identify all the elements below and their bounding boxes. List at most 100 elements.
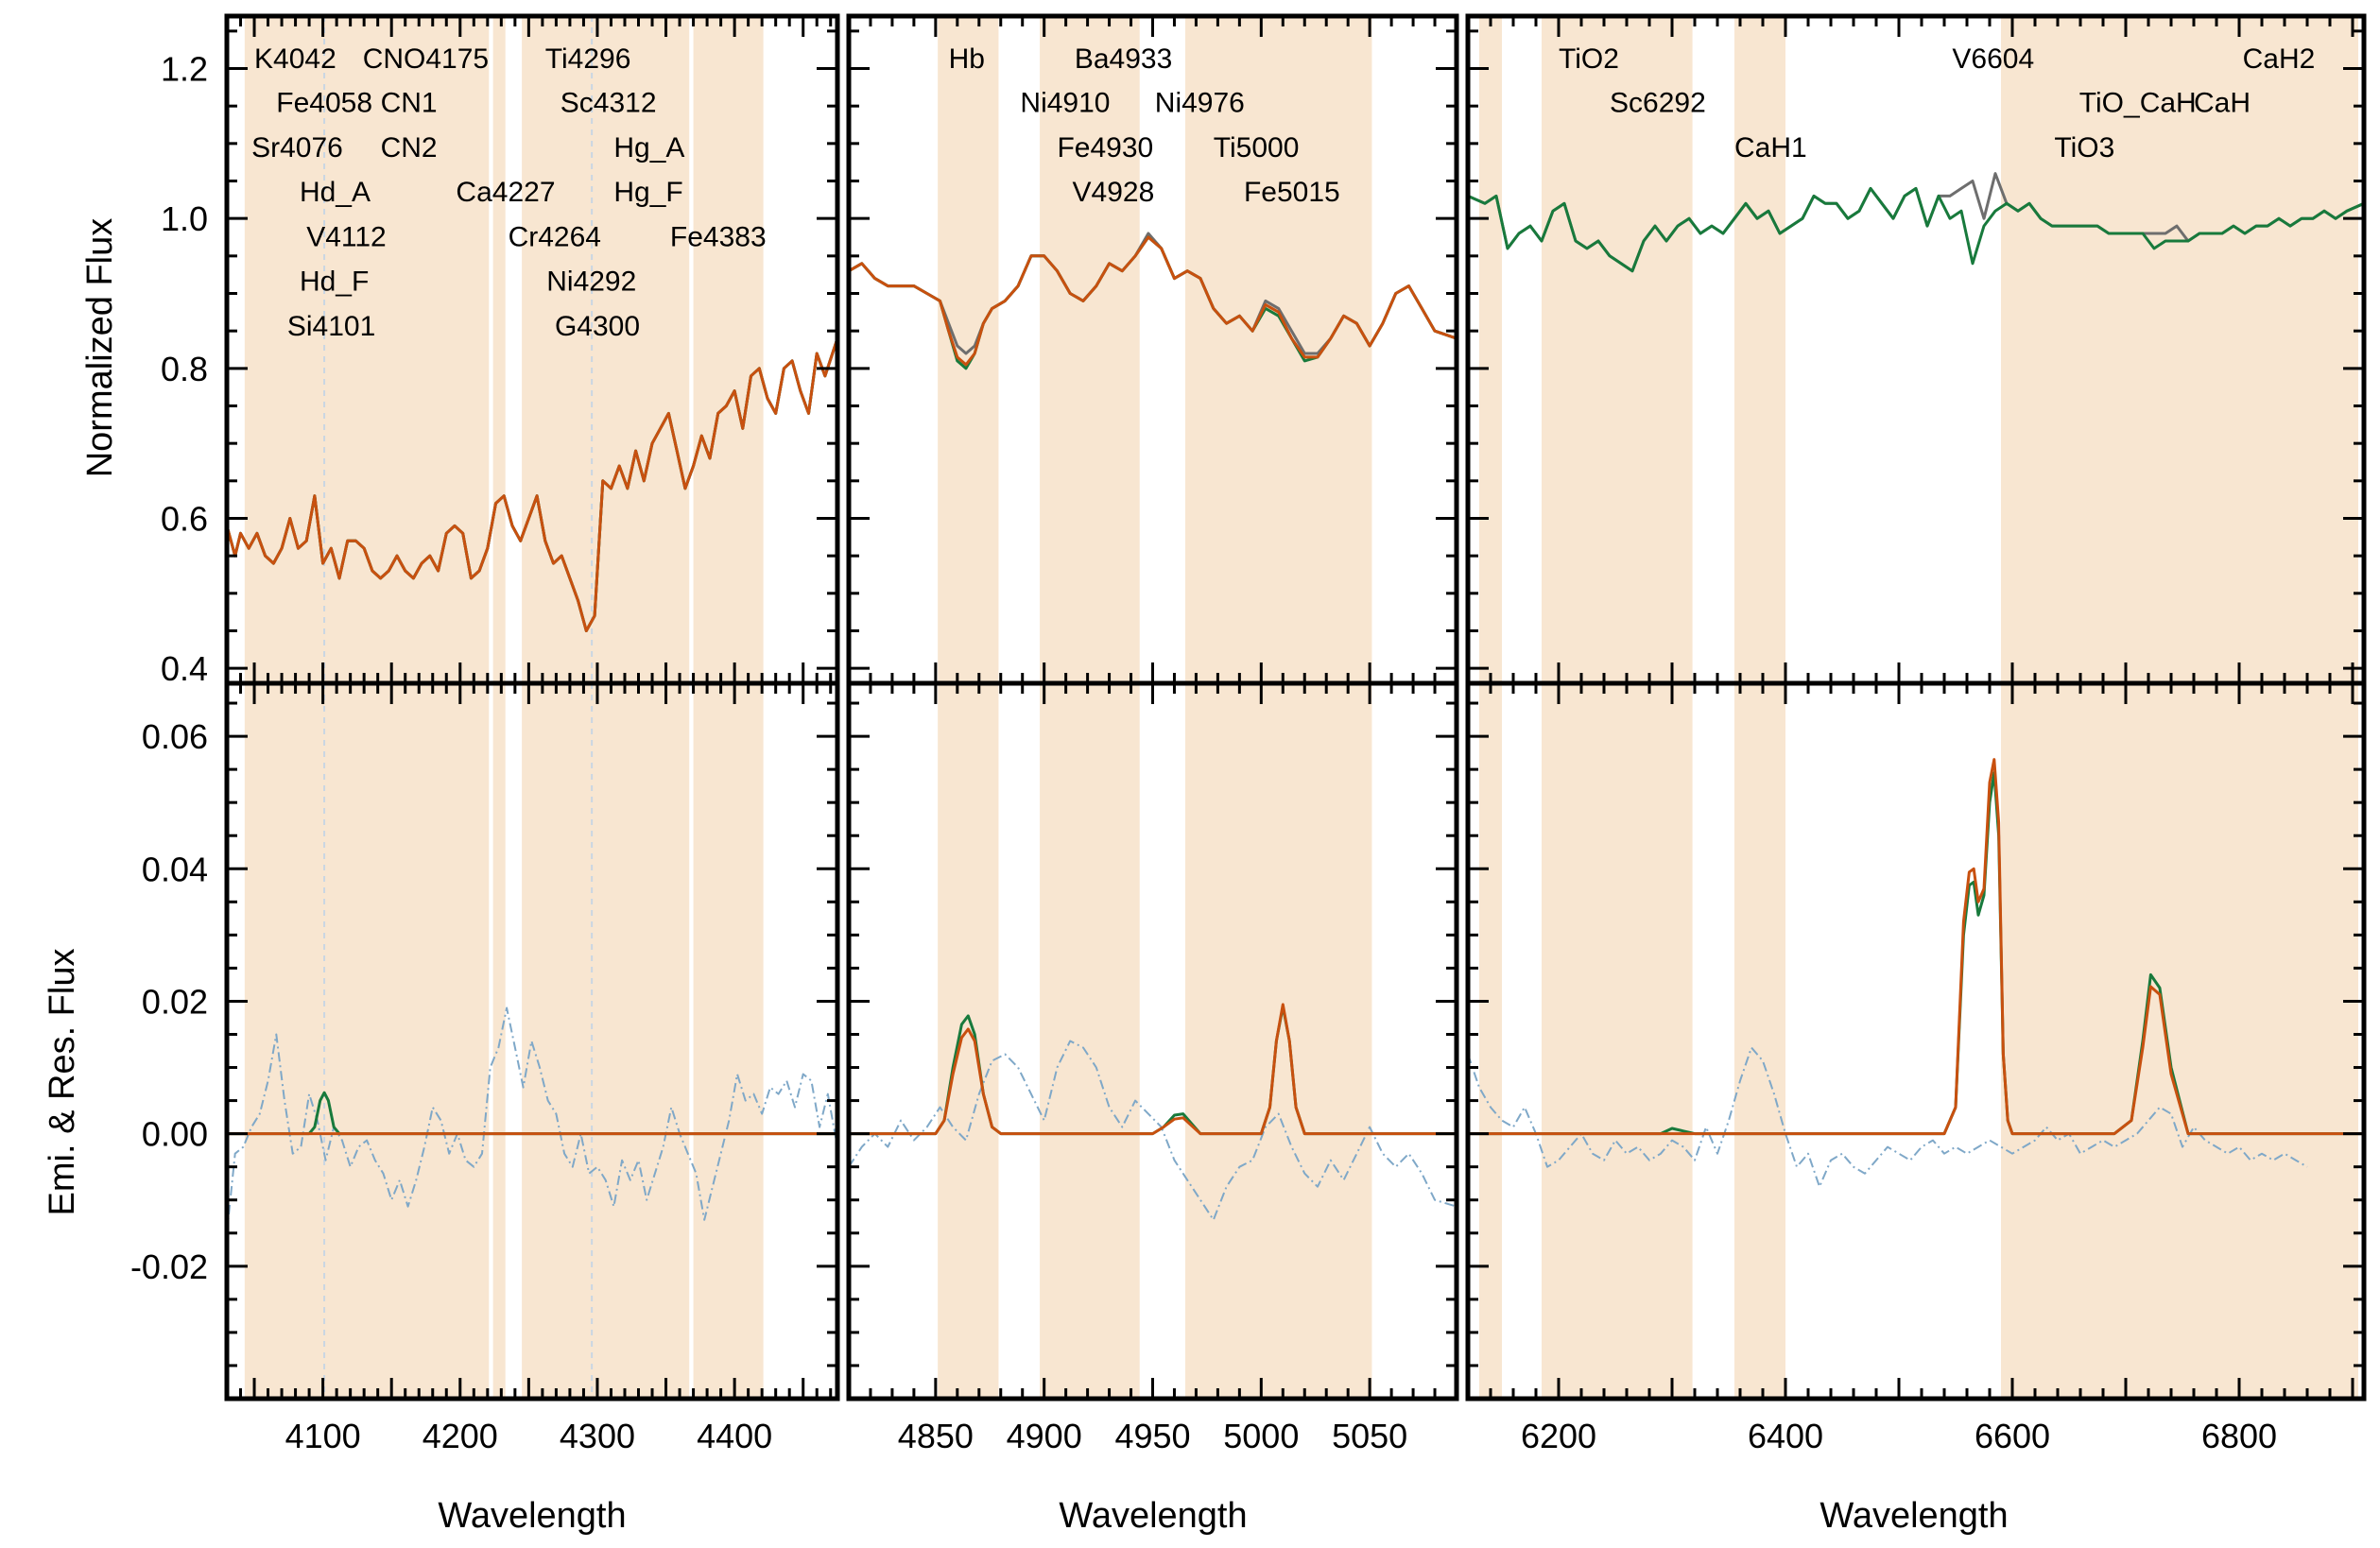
x-tick-label: 4950 [1114, 1417, 1190, 1455]
x-tick-label: 4100 [285, 1417, 361, 1455]
axes-frame [1465, 680, 2367, 1402]
x-tick-label: 5000 [1223, 1417, 1299, 1455]
axes-frame [224, 680, 840, 1402]
index-label: Hd_F [300, 266, 369, 297]
x-tick-label: 4850 [898, 1417, 974, 1455]
index-label: Ni4292 [546, 266, 636, 297]
index-band [244, 16, 490, 683]
index-label: CNO4175 [363, 43, 489, 75]
x-axis-label-left: Wavelength [438, 1496, 626, 1536]
index-band [2001, 16, 2358, 683]
panel-left-top: K4042 CNO4175 Ti4296 Fe4058 CN1 Sc4312 Sr4076 C… [161, 13, 840, 688]
series-fit-green [1468, 186, 2364, 273]
x-tick-label: 4900 [1007, 1417, 1082, 1455]
index-band [693, 683, 764, 1399]
index-band [1734, 16, 1785, 683]
index-band [1040, 16, 1140, 683]
x-tick-label: 4200 [423, 1417, 498, 1455]
y-axis-label-emission-residual-flux: Emi. & Res. Flux [43, 949, 82, 1216]
index-band [938, 683, 999, 1399]
index-label: Fe4930 [1057, 132, 1153, 163]
index-label: Ni4976 [1155, 88, 1245, 119]
index-label: Sr4076 [251, 132, 343, 163]
y-tick-label: 1.0 [161, 199, 208, 238]
index-label: Fe4383 [670, 222, 767, 253]
index-label: Fe4058 [276, 88, 372, 119]
series-fit-orange [849, 1003, 1457, 1136]
index-label: Ca4227 [456, 177, 555, 208]
index-label: G4300 [555, 311, 640, 342]
index-label: CaH1 [1734, 132, 1807, 163]
index-label: V4928 [1073, 177, 1155, 208]
y-tick-label: 0.04 [142, 850, 208, 888]
index-label: CaH [2194, 88, 2251, 119]
index-band [492, 16, 506, 683]
index-label: Sc6292 [1610, 88, 1706, 119]
index-label: CaH2 [2243, 43, 2316, 75]
index-label: Fe5015 [1244, 177, 1340, 208]
index-band [1479, 16, 1502, 683]
y-tick-label: 0.06 [142, 717, 208, 756]
index-band [1542, 16, 1693, 683]
index-label: Hd_A [300, 177, 371, 208]
index-band [1542, 683, 1693, 1399]
x-tick-label: 5050 [1332, 1417, 1407, 1455]
x-axis-label-middle: Wavelength [1059, 1496, 1247, 1536]
y-tick-label: 0.8 [161, 350, 208, 388]
series-fit-orange [1468, 758, 2364, 1136]
panel-left-bottom: 4100 4200 4300 4400 -0.02 0.00 0.02 0.04 0.06 [130, 680, 840, 1455]
index-label: Hg_A [613, 132, 684, 163]
x-tick-label: 4400 [697, 1417, 772, 1455]
y-tick-label: 1.2 [161, 50, 208, 89]
panel-middle-bottom: 4850 4900 4950 5000 5050 [846, 680, 1459, 1455]
index-band [1040, 683, 1140, 1399]
x-tick-label: 6600 [1975, 1417, 2050, 1455]
index-label: V4112 [306, 222, 387, 253]
index-label: TiO_CaH [2079, 88, 2197, 119]
series-fit-green [227, 1091, 837, 1136]
index-label: CN2 [381, 132, 438, 163]
y-tick-label: 0.4 [161, 649, 208, 688]
y-tick-label: 0.00 [142, 1115, 208, 1154]
index-band [1184, 683, 1372, 1399]
index-band [1184, 16, 1372, 683]
series-fit-orange [227, 337, 837, 632]
x-tick-label: 4300 [560, 1417, 635, 1455]
index-label: Ba4933 [1075, 43, 1172, 75]
index-band [693, 16, 764, 683]
y-tick-label: -0.02 [130, 1247, 208, 1286]
index-band [522, 16, 690, 683]
x-tick-label: 6800 [2201, 1417, 2277, 1455]
x-tick-label: 6200 [1521, 1417, 1596, 1455]
index-band [938, 16, 999, 683]
index-label: Ti5000 [1214, 132, 1300, 163]
panel-right-bottom: 6200 6400 6600 6800 [1465, 680, 2367, 1455]
index-label: TiO2 [1559, 43, 1619, 75]
index-band [244, 683, 490, 1399]
index-label: K4042 [254, 43, 336, 75]
series-residual [1468, 1046, 2308, 1188]
index-band [1734, 683, 1785, 1399]
index-label: Hb [949, 43, 985, 75]
index-label: Si4101 [287, 311, 375, 342]
y-tick-label: 0.02 [142, 982, 208, 1021]
x-tick-label: 6400 [1748, 1417, 1823, 1455]
index-band [522, 683, 690, 1399]
index-label: Cr4264 [509, 222, 601, 253]
y-axis-label-normalized-flux: Normalized Flux [80, 218, 120, 478]
series-residual [849, 1040, 1457, 1221]
series-residual [227, 1006, 837, 1233]
index-label: Ti4296 [545, 43, 631, 75]
index-band [2001, 683, 2358, 1399]
index-label: Ni4910 [1020, 88, 1110, 119]
y-tick-label: 0.6 [161, 499, 208, 538]
index-band [1479, 683, 1502, 1399]
index-label: CN1 [381, 88, 438, 119]
index-label: V6604 [1952, 43, 2034, 75]
plot-panels: K4042 CNO4175 Ti4296 Fe4058 CN1 Sc4312 Sr4076 C… [130, 13, 2367, 1455]
x-axis-label-right: Wavelength [1819, 1496, 2008, 1536]
index-label: TiO3 [2054, 132, 2114, 163]
